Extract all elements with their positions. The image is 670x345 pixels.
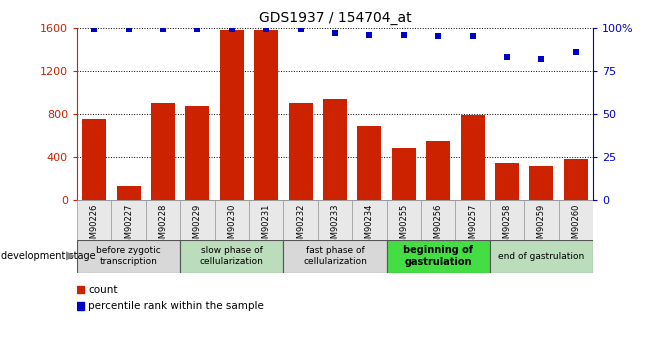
Bar — [559, 200, 593, 240]
Bar — [426, 141, 450, 200]
Text: GSM90227: GSM90227 — [124, 203, 133, 249]
Text: ▶: ▶ — [66, 250, 74, 263]
Text: count: count — [88, 285, 118, 295]
Bar — [77, 200, 111, 240]
Point — [399, 32, 409, 37]
Bar — [151, 103, 175, 200]
Text: GSM90231: GSM90231 — [262, 203, 271, 249]
Text: GSM90229: GSM90229 — [193, 203, 202, 248]
Bar — [249, 200, 283, 240]
Point — [330, 30, 340, 36]
Bar — [421, 200, 456, 240]
Bar — [186, 106, 210, 200]
Text: GSM90259: GSM90259 — [537, 203, 546, 248]
Text: GSM90230: GSM90230 — [227, 203, 237, 249]
Text: GSM90232: GSM90232 — [296, 203, 305, 249]
Bar — [111, 200, 146, 240]
Point — [226, 27, 237, 32]
Bar — [529, 166, 553, 200]
Bar — [180, 200, 214, 240]
Text: development stage: development stage — [1, 251, 96, 261]
Bar — [456, 200, 490, 240]
Text: GSM90258: GSM90258 — [502, 203, 511, 249]
Point — [295, 27, 306, 32]
Point — [536, 56, 547, 61]
Bar — [146, 200, 180, 240]
Point — [433, 33, 444, 39]
Point — [261, 27, 271, 32]
Bar — [283, 200, 318, 240]
Bar — [82, 119, 107, 200]
Bar — [220, 30, 244, 200]
Point — [364, 32, 375, 37]
Bar — [214, 200, 249, 240]
Bar — [392, 148, 416, 200]
Bar — [524, 200, 559, 240]
Bar — [490, 200, 524, 240]
Text: GSM90233: GSM90233 — [330, 203, 340, 249]
Point — [467, 33, 478, 39]
Text: GSM90260: GSM90260 — [572, 203, 580, 249]
Point — [123, 27, 134, 32]
Bar — [490, 240, 593, 273]
Point — [570, 49, 581, 55]
Text: GSM90255: GSM90255 — [399, 203, 408, 248]
Bar — [318, 200, 352, 240]
Point — [192, 27, 203, 32]
Text: end of gastrulation: end of gastrulation — [498, 252, 584, 261]
Text: GSM90256: GSM90256 — [433, 203, 443, 249]
Bar — [77, 303, 84, 310]
Text: before zygotic
transcription: before zygotic transcription — [96, 246, 161, 266]
Title: GDS1937 / 154704_at: GDS1937 / 154704_at — [259, 11, 411, 25]
Bar — [180, 240, 283, 273]
Bar — [117, 186, 141, 200]
Bar — [77, 286, 84, 293]
Bar — [289, 103, 313, 200]
Point — [502, 54, 513, 60]
Bar — [352, 200, 387, 240]
Bar — [283, 240, 387, 273]
Text: fast phase of
cellularization: fast phase of cellularization — [303, 246, 367, 266]
Text: GSM90234: GSM90234 — [365, 203, 374, 249]
Bar — [495, 164, 519, 200]
Text: GSM90226: GSM90226 — [90, 203, 98, 249]
Text: GSM90257: GSM90257 — [468, 203, 477, 249]
Point — [89, 27, 100, 32]
Text: percentile rank within the sample: percentile rank within the sample — [88, 301, 264, 311]
Bar — [357, 126, 381, 200]
Bar — [387, 240, 490, 273]
Text: beginning of
gastrulation: beginning of gastrulation — [403, 245, 473, 267]
Bar — [387, 200, 421, 240]
Text: slow phase of
cellularization: slow phase of cellularization — [200, 246, 264, 266]
Bar — [323, 99, 347, 200]
Bar — [77, 240, 180, 273]
Text: GSM90228: GSM90228 — [159, 203, 168, 249]
Bar — [563, 159, 588, 200]
Bar — [460, 115, 484, 200]
Bar — [254, 30, 278, 200]
Point — [157, 27, 168, 32]
